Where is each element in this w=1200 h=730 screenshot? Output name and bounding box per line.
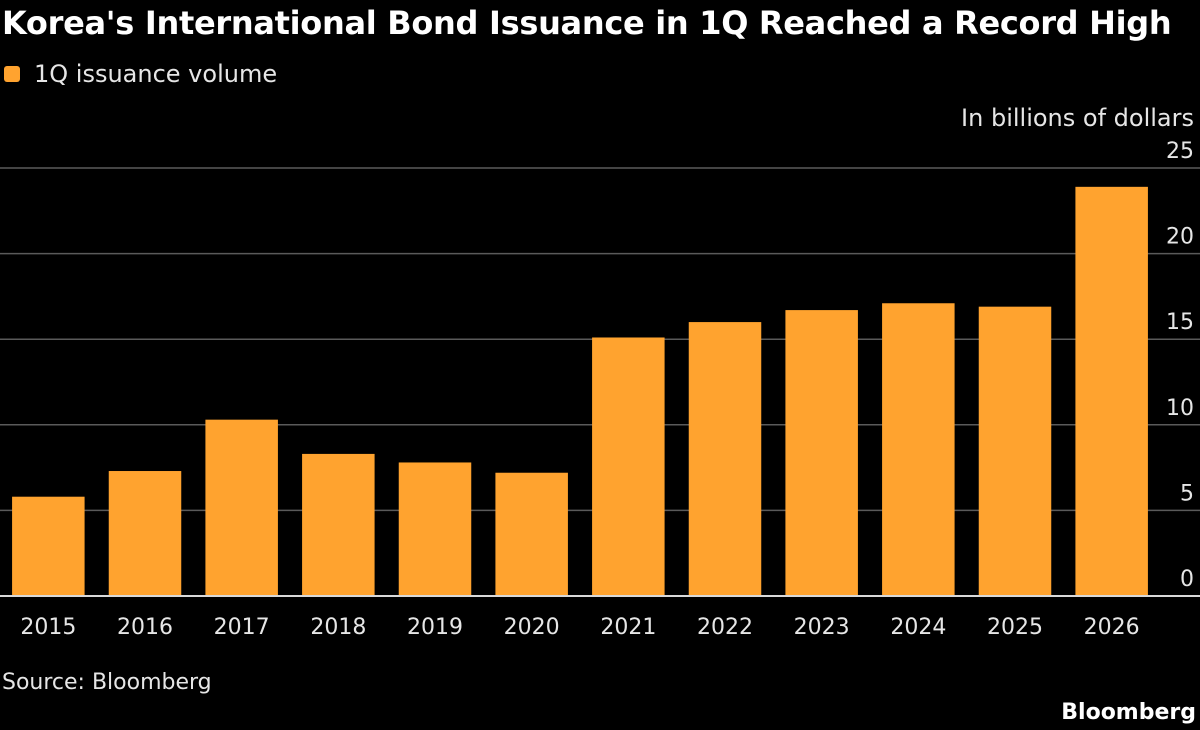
bar-2018 <box>302 453 375 596</box>
bar-2015 <box>12 496 85 596</box>
y-tick-label: 0 <box>1180 567 1194 592</box>
y-tick-label: 20 <box>1166 225 1194 250</box>
source-note: Source: Bloomberg <box>2 670 212 695</box>
bar-2021 <box>592 337 665 596</box>
x-tick-label: 2019 <box>407 615 463 640</box>
x-tick-label: 2018 <box>310 615 366 640</box>
bar-2022 <box>688 322 762 596</box>
chart-title: Korea's International Bond Issuance in 1… <box>2 4 1172 42</box>
bar-2017 <box>205 419 278 596</box>
y-tick-label: 15 <box>1166 310 1194 335</box>
x-tick-label: 2026 <box>1084 615 1140 640</box>
bar-2026 <box>1075 186 1148 596</box>
legend-swatch <box>4 66 20 82</box>
x-tick-label: 2016 <box>117 615 173 640</box>
x-tick-label: 2020 <box>504 615 560 640</box>
bar-2019 <box>398 462 472 596</box>
x-tick-label: 2022 <box>697 615 753 640</box>
x-tick-label: 2025 <box>987 615 1043 640</box>
y-tick-label: 10 <box>1166 396 1194 421</box>
legend: 1Q issuance volume <box>4 60 277 88</box>
bar-2020 <box>495 472 568 596</box>
bar-2024 <box>882 303 955 596</box>
bar-2025 <box>978 306 1052 596</box>
y-tick-label: 5 <box>1180 481 1194 506</box>
y-tick-label: 25 <box>1166 139 1194 164</box>
x-tick-label: 2017 <box>214 615 270 640</box>
y-axis-unit-label: In billions of dollars <box>961 104 1194 132</box>
x-tick-label: 2021 <box>600 615 656 640</box>
x-tick-label: 2023 <box>794 615 850 640</box>
bar-2023 <box>785 310 858 596</box>
legend-label: 1Q issuance volume <box>34 60 278 88</box>
brand-logo: Bloomberg <box>1061 700 1196 725</box>
x-tick-label: 2015 <box>20 615 76 640</box>
x-tick-label: 2024 <box>890 615 946 640</box>
bar-2016 <box>108 471 182 596</box>
